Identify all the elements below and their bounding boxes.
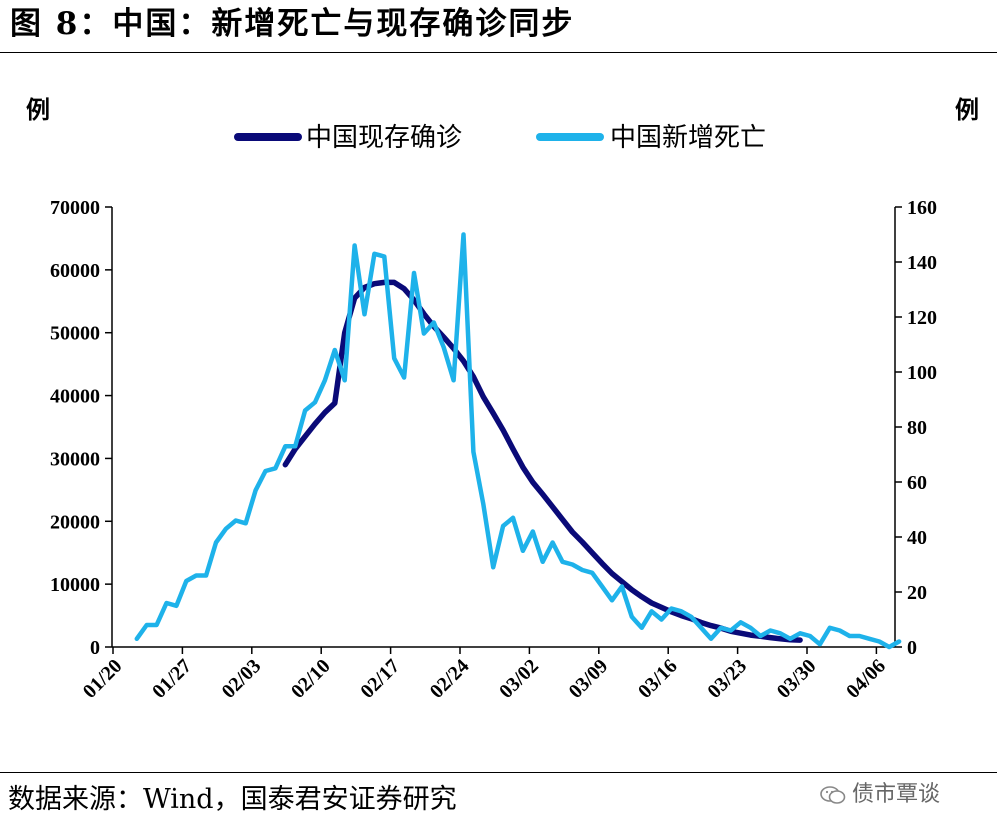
legend-label-confirmed: 中国现存确诊 [306,123,462,153]
series-line-confirmed [282,279,803,643]
right-tick-label: 80 [907,417,927,439]
left-tick-label: 60000 [50,260,100,282]
left-tick-label: 70000 [50,197,100,219]
left-tick-label: 20000 [50,511,100,533]
watermark: 债市覃谈 [820,776,940,808]
x-tick-label: 03/23 [703,655,751,703]
x-tick-label: 03/30 [773,655,821,703]
right-tick-label: 160 [907,197,937,219]
dual-axis-line-chart: 例 例 中国现存确诊 中国新增死亡 0 10000 20000 30000 40000 5… [26,95,979,703]
right-axis-unit: 例 [955,95,979,124]
source-note: 数据来源：Wind，国泰君安证券研究 [8,784,457,815]
right-tick-label: 20 [907,582,927,604]
source-rule [0,772,997,773]
x-tick-label: 01/20 [79,655,127,703]
title-rule [0,52,997,53]
legend: 中国现存确诊 中国新增死亡 [234,123,766,153]
right-tick-label: 100 [907,362,937,384]
right-tick-label: 40 [907,527,927,549]
series-layer [134,232,902,650]
x-tick-label: 02/17 [356,655,404,703]
axes: 0 10000 20000 30000 40000 50000 60000 70000 0 20 4… [50,197,937,703]
left-tick-label: 50000 [50,323,100,345]
right-tick-label: 0 [907,637,917,659]
x-tick-label: 04/06 [842,655,890,703]
right-tick-label: 140 [907,252,937,274]
x-tick-label: 03/02 [495,655,543,703]
x-tick-label: 02/03 [218,655,266,703]
legend-label-deaths: 中国新增死亡 [610,123,766,153]
right-tick-label: 120 [907,307,937,329]
watermark-text: 债市覃谈 [852,782,941,807]
x-tick-label: 02/10 [287,655,335,703]
left-tick-label: 30000 [50,448,100,470]
left-tick-label: 0 [90,637,100,659]
left-axis-unit: 例 [26,95,50,124]
wechat-icon [820,786,846,804]
x-tick-label: 01/27 [148,655,196,703]
left-tick-label: 40000 [50,386,100,408]
left-tick-label: 10000 [50,574,100,596]
x-tick-label: 03/09 [565,655,613,703]
x-tick-label: 03/16 [634,655,682,703]
figure-title: 图 8：中国：新增死亡与现存确诊同步 [10,6,575,42]
series-line-deaths [134,232,902,650]
x-tick-label: 02/24 [426,655,474,703]
right-tick-label: 60 [907,472,927,494]
